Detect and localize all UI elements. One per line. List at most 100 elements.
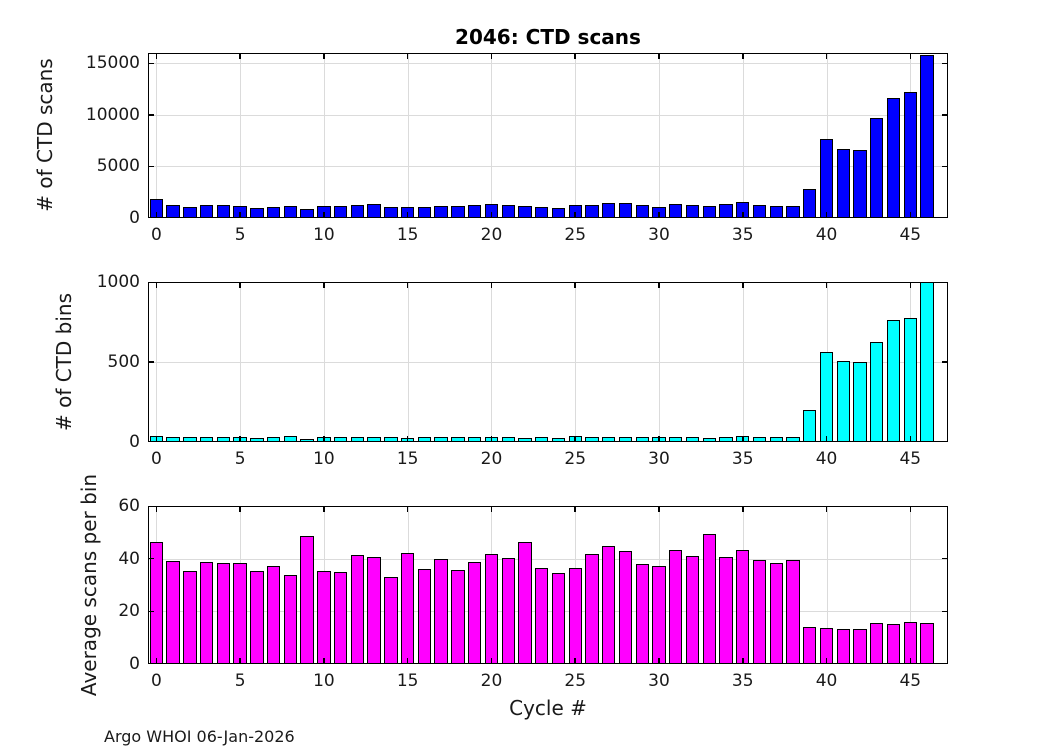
bar-cycle-41 [836, 361, 850, 442]
bar-cycle-11 [333, 206, 348, 218]
tick-mark [239, 658, 241, 664]
bar-cycle-42 [853, 629, 867, 664]
gridline [148, 362, 948, 363]
bar-cycle-45 [903, 318, 917, 442]
bar-cycle-44 [886, 98, 901, 218]
x-tick-label: 15 [396, 671, 419, 691]
bar-cycle-24 [551, 573, 566, 664]
tick-mark [155, 658, 158, 664]
gridline [148, 166, 948, 168]
tick-mark [406, 212, 409, 218]
tick-mark [239, 53, 241, 59]
tick-mark [406, 53, 409, 59]
tick-mark [155, 506, 158, 512]
tick-mark [148, 114, 154, 116]
tick-mark [323, 53, 325, 59]
y-tick-label: 40 [118, 548, 140, 569]
subplot-ctd-scans [148, 53, 948, 218]
bar-cycle-14 [384, 576, 398, 664]
x-tick-label: 45 [899, 449, 922, 469]
tick-mark [323, 506, 325, 512]
bar-cycle-31 [669, 203, 683, 218]
x-tick-label: 25 [564, 449, 587, 469]
bar-cycle-37 [769, 562, 783, 664]
bar-cycle-29 [635, 205, 649, 218]
x-tick-label: 10 [313, 449, 335, 469]
gridline [491, 53, 493, 218]
gridline [148, 558, 948, 560]
bar-cycle-25 [568, 567, 582, 664]
gridline [240, 53, 242, 218]
xlabel-cycle: Cycle # [509, 696, 587, 720]
x-tick-label: 35 [731, 671, 754, 691]
bar-cycle-27 [602, 202, 616, 218]
bar-cycle-16 [417, 437, 432, 442]
tick-mark [490, 53, 493, 59]
bar-cycle-27 [602, 546, 616, 664]
tick-mark [490, 436, 493, 442]
gridline [742, 282, 744, 442]
bar-cycle-18 [451, 569, 465, 664]
bar-cycle-46 [920, 622, 934, 664]
x-tick-label: 40 [815, 449, 838, 469]
bar-cycle-11 [333, 571, 348, 664]
bar-cycle-32 [685, 437, 700, 442]
tick-mark [574, 506, 576, 512]
tick-mark [239, 436, 241, 442]
tick-mark [574, 658, 576, 664]
tick-mark [406, 658, 409, 664]
gridline [575, 53, 577, 218]
tick-mark [909, 506, 912, 512]
gridline [910, 506, 912, 664]
subplot-ctd-bins [148, 282, 948, 442]
gridline [323, 53, 325, 218]
bar-cycle-32 [685, 556, 700, 664]
bar-cycle-16 [417, 206, 432, 218]
tick-mark [148, 165, 154, 168]
bar-cycle-45 [903, 92, 917, 218]
gridline [491, 282, 493, 442]
y-tick-label: 10000 [85, 104, 140, 125]
tick-mark [148, 62, 154, 65]
bar-cycle-18 [451, 436, 465, 442]
bar-cycle-40 [819, 138, 834, 218]
bar-cycle-41 [836, 628, 850, 664]
bar-cycle-44 [886, 320, 901, 442]
bar-cycle-22 [518, 438, 532, 442]
bar-cycle-6 [250, 208, 264, 218]
tick-mark [825, 53, 828, 59]
y-tick-label: 20 [118, 601, 140, 622]
bar-cycle-42 [853, 362, 867, 442]
bar-cycle-1 [166, 204, 180, 218]
bar-cycle-6 [250, 437, 264, 442]
bar-cycle-29 [635, 436, 649, 442]
tick-mark [825, 658, 828, 664]
tick-mark [148, 361, 154, 363]
x-tick-label: 15 [396, 225, 419, 245]
bar-cycle-19 [468, 204, 482, 218]
bar-cycle-17 [434, 437, 448, 442]
bar-cycle-12 [350, 554, 365, 664]
x-tick-label: 25 [564, 225, 587, 245]
tick-mark [942, 62, 948, 65]
tick-mark [574, 436, 576, 442]
bar-cycle-8 [283, 205, 298, 218]
x-tick-label: 15 [396, 449, 419, 469]
bar-cycle-46 [920, 282, 934, 442]
tick-mark [942, 114, 948, 116]
bar-cycle-4 [216, 563, 231, 664]
bar-cycle-8 [283, 574, 298, 664]
x-tick-label: 45 [899, 671, 922, 691]
x-tick-label: 35 [731, 449, 754, 469]
gridline [658, 53, 660, 218]
bar-cycle-21 [501, 558, 515, 664]
tick-mark [323, 282, 325, 288]
bar-cycle-34 [719, 436, 733, 442]
bar-cycle-29 [635, 564, 649, 664]
chart-title: 2046: CTD scans [455, 25, 641, 49]
bar-cycle-38 [786, 559, 800, 664]
bar-cycle-18 [451, 205, 465, 218]
tick-mark [148, 557, 154, 560]
bar-cycle-22 [518, 542, 532, 664]
